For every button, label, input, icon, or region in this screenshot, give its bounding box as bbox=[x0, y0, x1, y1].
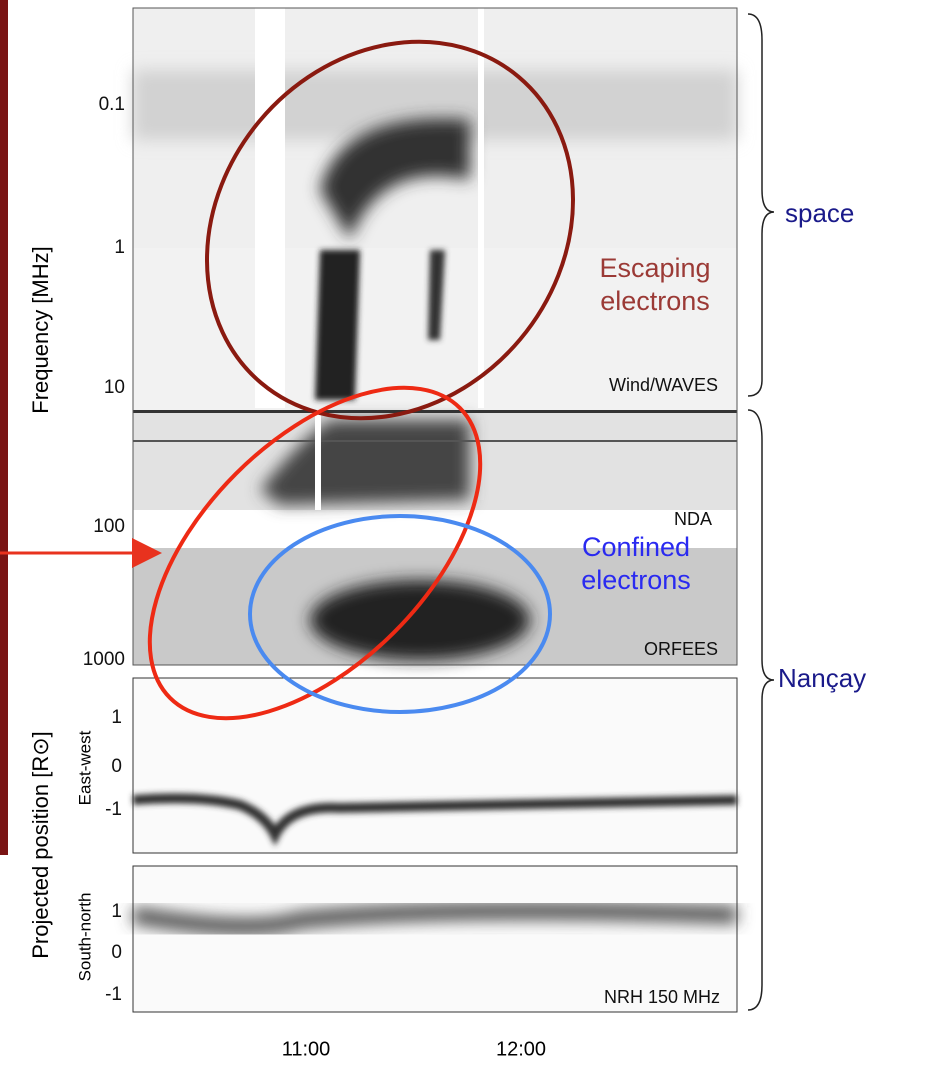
tick-label: 12:00 bbox=[496, 1038, 546, 1060]
red-ellipse bbox=[147, 385, 483, 721]
annotation: electrons bbox=[600, 286, 710, 316]
tick-label: 11:00 bbox=[282, 1038, 331, 1060]
tick-label: 0 bbox=[111, 942, 122, 963]
tick-label: 100 bbox=[93, 516, 125, 537]
annotation: Confined bbox=[582, 532, 690, 562]
tick-label: 1000 bbox=[83, 649, 125, 670]
y-axis-label: Projected position [R⊙] bbox=[28, 731, 53, 959]
tick-label: -1 bbox=[105, 984, 122, 1005]
panel-label: NDA bbox=[674, 509, 712, 529]
tick-label: 1 bbox=[111, 901, 122, 922]
panel-label: NRH 150 MHz bbox=[604, 987, 720, 1007]
escaping-ellipse bbox=[205, 39, 575, 421]
annotation: Escaping bbox=[599, 253, 710, 283]
left-strip bbox=[0, 0, 8, 855]
tick-label: -1 bbox=[105, 799, 122, 820]
tick-label: 0 bbox=[111, 756, 122, 777]
tick-label: 1 bbox=[114, 237, 125, 258]
y-axis-label: Frequency [MHz] bbox=[28, 246, 53, 414]
axis-ticks: 0.1 1 10 100 1000 1 0 -1 1 0 -1 11:00 12… bbox=[83, 94, 546, 1060]
tick-label: 0.1 bbox=[99, 94, 125, 115]
tick-label: 1 bbox=[111, 707, 122, 728]
tick-label: 10 bbox=[104, 377, 125, 398]
panel-label: Wind/WAVES bbox=[609, 375, 718, 395]
annotation: electrons bbox=[581, 565, 691, 595]
spectrogram bbox=[131, 7, 738, 1013]
panel-label: ORFEES bbox=[644, 639, 718, 659]
annotation: Nançay bbox=[778, 663, 866, 693]
annotation: space bbox=[785, 198, 854, 228]
panel-axis-label: South-north bbox=[75, 893, 94, 982]
confined-ellipse bbox=[248, 514, 552, 714]
brace bbox=[747, 409, 775, 1011]
panel-axis-label: East-west bbox=[75, 730, 94, 805]
brace bbox=[747, 13, 775, 397]
